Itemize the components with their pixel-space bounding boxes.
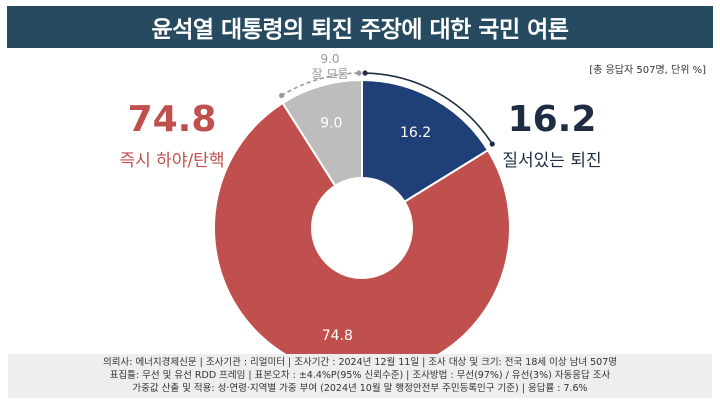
chart-title: 윤석열 대통령의 퇴진 주장에 대한 국민 여론 bbox=[151, 17, 569, 43]
orderly-bracket-arc-arrowhead-2 bbox=[489, 141, 495, 147]
slice-unknown bbox=[281, 78, 363, 188]
slice-orderly bbox=[361, 78, 490, 204]
callout-orderly-value: 16.2 bbox=[507, 99, 597, 140]
callout-immediate-value: 74.8 bbox=[127, 99, 217, 140]
title-bar: 윤석열 대통령의 퇴진 주장에 대한 국민 여론 bbox=[7, 6, 713, 48]
footer-line-1: 의뢰사: 에너지경제신문 | 조사기관 : 리얼미터 | 조사기간 : 2024… bbox=[103, 357, 617, 368]
orderly-bracket-arc bbox=[365, 72, 493, 145]
orderly-bracket-arc-arrowhead-1 bbox=[362, 70, 368, 76]
callout-unknown: 9.0 잘 모름 bbox=[300, 52, 360, 82]
slice-unknown-label: 9.0 bbox=[320, 115, 342, 131]
unknown-bracket-arc-arrowhead-1 bbox=[278, 92, 285, 99]
slice-immediate-label: 74.8 bbox=[322, 328, 353, 344]
callout-orderly-label: 질서있는 퇴진 bbox=[502, 151, 602, 171]
survey-footer: 의뢰사: 에너지경제신문 | 조사기관 : 리얼미터 | 조사기간 : 2024… bbox=[8, 354, 712, 398]
callout-orderly: 16.2 질서있는 퇴진 bbox=[472, 99, 632, 172]
callout-immediate: 74.8 즉시 하야/탄핵 bbox=[92, 99, 252, 172]
callout-immediate-label: 즉시 하야/탄핵 bbox=[119, 151, 225, 171]
respondent-note: [총 응답자 507명, 단위 %] bbox=[589, 65, 706, 76]
footer-line-2: 표집틀: 무선 및 유선 RDD 프레임 | 표본오차 : ±4.4%P(95%… bbox=[109, 370, 611, 381]
slice-orderly-label: 16.2 bbox=[400, 125, 431, 141]
unknown-bracket-arc-arrowhead-2 bbox=[356, 70, 362, 76]
slice-immediate bbox=[213, 101, 511, 377]
footer-line-3: 가중값 산출 및 적용: 성·연령·지역별 가중 부여 (2024년 10월 말… bbox=[132, 383, 588, 394]
callout-unknown-value: 9.0 bbox=[320, 52, 340, 66]
callout-unknown-label: 잘 모름 bbox=[311, 67, 349, 81]
